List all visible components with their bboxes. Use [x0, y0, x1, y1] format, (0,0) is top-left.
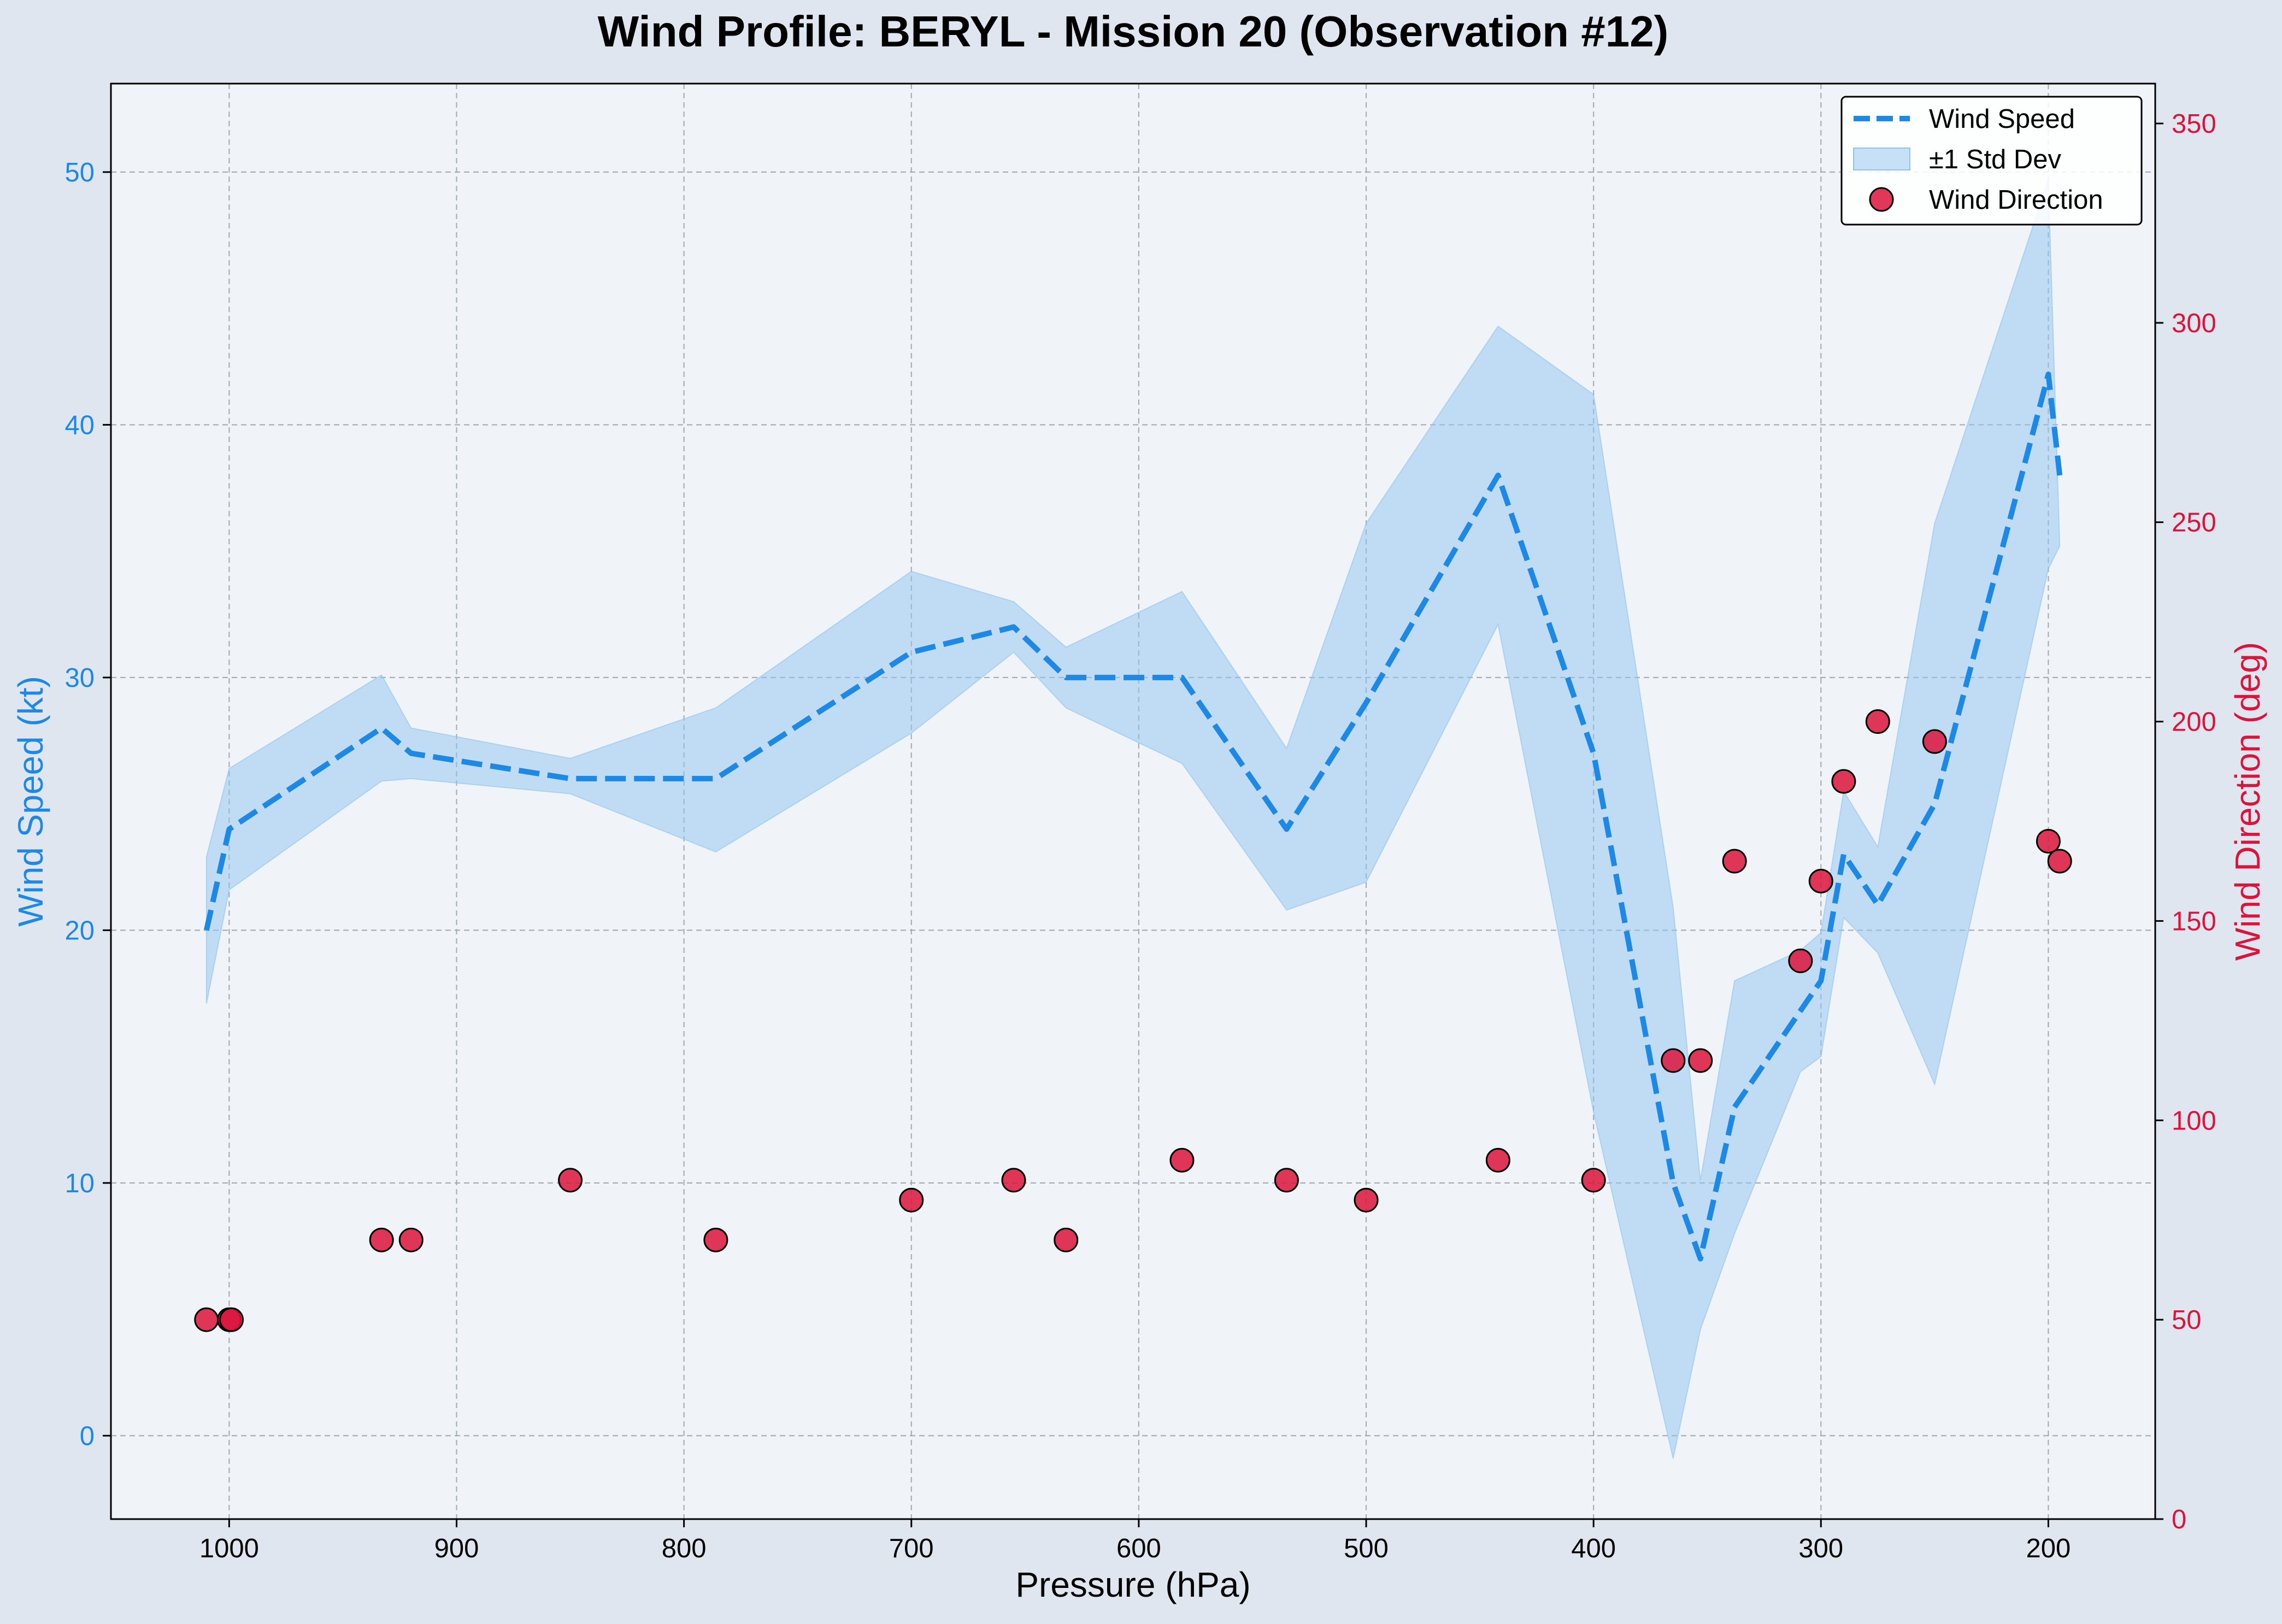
wind-direction-point: [369, 1227, 394, 1252]
axes: 1000 900 800 700 600 500 400 300 200010203040500…: [64, 109, 2216, 1563]
y-right-tick-label: 350: [2172, 109, 2216, 139]
wind-direction-point: [1001, 1168, 1026, 1193]
y-right-tick-label: 200: [2172, 708, 2216, 737]
wind-direction-point: [2047, 849, 2072, 874]
wind-direction-point: [899, 1187, 924, 1213]
legend-swatch-std-dev: [1853, 148, 1910, 170]
y-left-tick-label: 10: [64, 1169, 95, 1198]
x-tick-label: 400: [1571, 1534, 1616, 1563]
legend-box: [1840, 96, 2143, 226]
y-right-tick-label: 100: [2172, 1106, 2216, 1135]
y-left-tick-label: 0: [80, 1421, 95, 1451]
wind-direction-point: [1922, 729, 1947, 754]
x-tick-label: 900: [434, 1534, 479, 1563]
x-tick-label: 800: [662, 1534, 707, 1563]
x-tick-label: 300: [1798, 1534, 1843, 1563]
std-dev-band-layer: [205, 179, 2061, 1459]
wind-direction-point: [2036, 828, 2061, 854]
wind-direction-points-layer: [194, 709, 2072, 1332]
y-axis-label-left: Wind Speed (kt): [11, 676, 50, 927]
wind-direction-point: [1661, 1048, 1686, 1073]
wind-direction-point: [1688, 1048, 1713, 1073]
x-tick-label: 1000: [199, 1534, 259, 1563]
y-right-tick-label: 150: [2172, 907, 2216, 936]
y-right-tick-label: 50: [2172, 1305, 2202, 1335]
wind-direction-point: [1808, 868, 1833, 893]
y-right-tick-label: 250: [2172, 508, 2216, 538]
wind-direction-point: [398, 1227, 424, 1252]
wind-speed-line-layer: [203, 371, 2063, 1262]
wind-direction-point: [1169, 1148, 1195, 1173]
wind-direction-point: [1485, 1148, 1510, 1173]
plot-frame: [110, 83, 2156, 1520]
y-right-tick-label: 300: [2172, 309, 2216, 338]
x-tick-label: 700: [889, 1534, 934, 1563]
wind-direction-point: [1054, 1227, 1079, 1252]
y-left-tick-label: 20: [64, 916, 95, 945]
wind-direction-point: [1274, 1168, 1299, 1193]
wind-direction-point: [1831, 769, 1856, 794]
wind-direction-point: [1865, 709, 1890, 734]
chart-title: Wind Profile: BERYL - Mission 20 (Observ…: [598, 7, 1669, 56]
y-left-tick-label: 40: [64, 410, 95, 440]
x-tick-label: 200: [2026, 1534, 2071, 1563]
y-left-tick-label: 50: [64, 158, 95, 187]
wind-direction-point: [1354, 1187, 1379, 1213]
wind-direction-point: [219, 1307, 244, 1332]
wind-direction-point: [1581, 1168, 1606, 1193]
x-axis-label: Pressure (hPa): [1015, 1565, 1250, 1604]
y-axis-label-right: Wind Direction (deg): [2228, 642, 2267, 961]
x-tick-label: 500: [1344, 1534, 1389, 1563]
wind-direction-point: [1788, 948, 1813, 973]
x-tick-label: 600: [1116, 1534, 1161, 1563]
wind-direction-point: [194, 1307, 219, 1332]
legend-label-std-dev: ±1 Std Dev: [1929, 145, 2062, 174]
legend: Wind Speed ±1 Std Dev Wind Direction: [1840, 96, 2143, 226]
y-left-tick-label: 30: [64, 663, 95, 693]
wind-direction-point: [558, 1168, 583, 1193]
wind-speed-line: [203, 371, 2063, 1262]
std-dev-band: [205, 179, 2061, 1459]
wind-direction-point: [1722, 849, 1747, 874]
legend-label-wind-direction: Wind Direction: [1929, 185, 2103, 215]
wind-direction-point: [703, 1227, 728, 1252]
legend-swatch-wind-direction: [1869, 187, 1894, 212]
y-right-tick-label: 0: [2172, 1505, 2186, 1534]
legend-label-wind-speed: Wind Speed: [1929, 104, 2075, 134]
plot-area: [111, 84, 2155, 1519]
